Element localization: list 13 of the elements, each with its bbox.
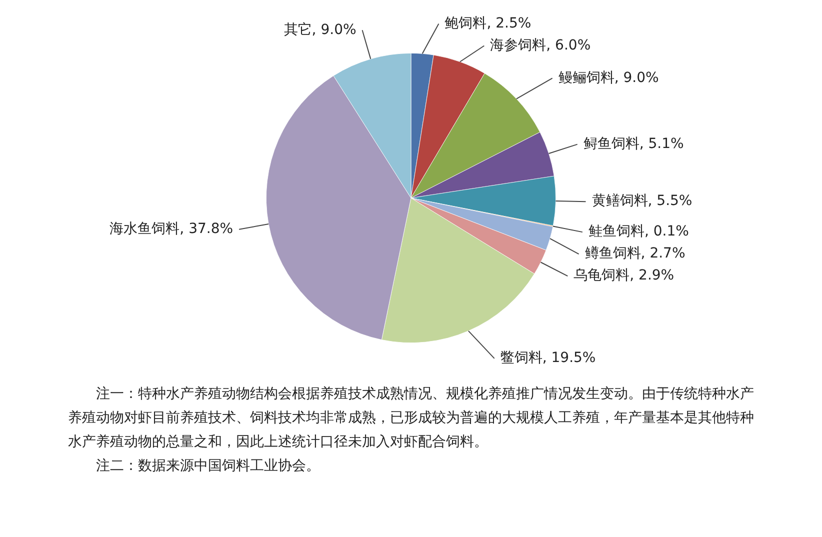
slice-label: 海参饲料, 6.0% — [490, 37, 591, 54]
slice-label: 鲑鱼饲料, 0.1% — [588, 224, 689, 240]
slice-label: 其它, 9.0% — [284, 22, 356, 38]
slice-label: 鲟鱼饲料, 5.1% — [583, 136, 684, 152]
slice-label: 黄鳝饲料, 5.5% — [592, 193, 692, 210]
text: 注一：特种水产养殖动物结构会根据养殖技术成熟情况、规模化养殖推广情况发生变动。由于传统特种水产养殖动物对虾目前养殖技术、饲料技术均非常成熟，已形成较为普遍的大规模人工养殖，年产量基本是其他特种水产养殖动物的总量之和，因此上述统计口径未加入对虾配合饲料。 — [68, 385, 754, 452]
text: 注二：数据来源中国饲料工业协会。 — [95, 457, 321, 476]
slice-label: 乌龟饲料, 2.9% — [574, 268, 674, 284]
slice-label: 鳗鲡饲料, 9.0% — [558, 70, 659, 86]
slice-label: 海水鱼饲料, 37.8% — [110, 221, 234, 238]
slice-label: 鳟鱼饲料, 2.7% — [584, 246, 686, 262]
slice-label: 鳖饲料, 19.5% — [500, 350, 596, 366]
slice-label: 鲍饲料, 2.5% — [444, 15, 532, 32]
